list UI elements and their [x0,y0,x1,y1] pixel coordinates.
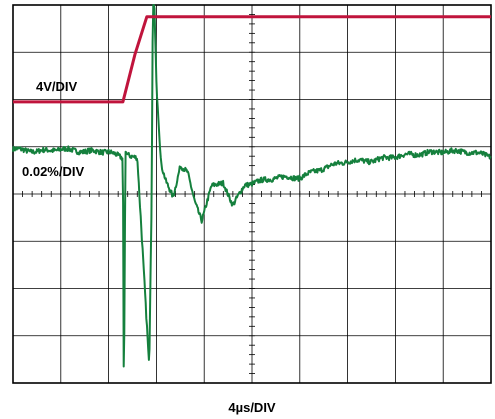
x-axis-label: 4µs/DIV [228,400,276,415]
series-label-response: 0.02%/DIV [22,164,84,179]
plot-frame [12,4,492,384]
series-line-response [12,4,492,368]
traces [12,4,492,368]
grid [12,4,492,384]
series-line-step [13,15,491,104]
series-label-step: 4V/DIV [36,79,78,94]
